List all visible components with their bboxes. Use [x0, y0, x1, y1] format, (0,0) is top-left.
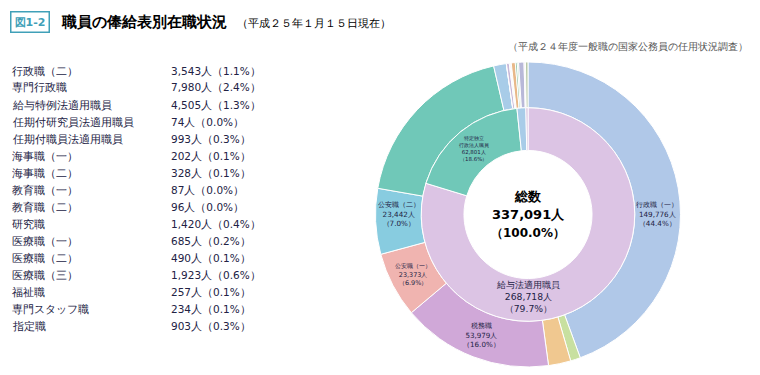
svg-text:7,980人（2.4%）: 7,980人（2.4%） [171, 81, 261, 93]
svg-text:3,543人（1.1%）: 3,543人（1.1%） [171, 65, 261, 77]
svg-text:993人（0.3%）: 993人（0.3%） [171, 133, 251, 145]
svg-text:行政職（一）149,776人（44.4%）: 行政職（一）149,776人（44.4%） [636, 200, 678, 228]
svg-text:専門スタッフ職: 専門スタッフ職 [12, 303, 89, 315]
svg-text:医療職（三）: 医療職（三） [12, 269, 78, 281]
svg-text:海事職（二）: 海事職（二） [12, 167, 78, 179]
svg-text:医療職（一）: 医療職（一） [12, 235, 78, 247]
svg-text:4,505人（1.3%）: 4,505人（1.3%） [171, 99, 261, 111]
svg-text:公安職（二）23,442人（7.0%）: 公安職（二）23,442人（7.0%） [378, 200, 420, 228]
svg-text:337,091人: 337,091人 [492, 207, 565, 222]
svg-text:234人（0.1%）: 234人（0.1%） [171, 303, 251, 315]
svg-text:328人（0.1%）: 328人（0.1%） [171, 167, 251, 179]
svg-text:685人（0.2%）: 685人（0.2%） [171, 235, 251, 247]
svg-text:図1-2: 図1-2 [15, 16, 46, 29]
svg-text:（100.0%）: （100.0%） [491, 226, 565, 240]
svg-text:1,420人（0.4%）: 1,420人（0.4%） [171, 218, 261, 230]
svg-text:指定職: 指定職 [12, 320, 46, 332]
svg-text:任期付職員法適用職員: 任期付職員法適用職員 [12, 133, 123, 145]
svg-text:税務職53,979人（16.0%）: 税務職53,979人（16.0%） [463, 321, 500, 349]
svg-text:給与法適用職員268,718人（79.7%）: 給与法適用職員268,718人（79.7%） [496, 279, 560, 314]
svg-text:医療職（二）: 医療職（二） [12, 252, 78, 264]
svg-text:257人（0.1%）: 257人（0.1%） [171, 286, 251, 298]
svg-text:903人（0.3%）: 903人（0.3%） [171, 320, 251, 332]
svg-text:教育職（二）: 教育職（二） [12, 201, 78, 213]
svg-text:87人（0.0%）: 87人（0.0%） [171, 184, 244, 196]
svg-text:490人（0.1%）: 490人（0.1%） [171, 252, 251, 264]
svg-text:公安職（一）23,373人（6.9%）: 公安職（一）23,373人（6.9%） [395, 262, 431, 287]
svg-text:海事職（一）: 海事職（一） [12, 150, 78, 162]
svg-text:（平成２４年度一般職の国家公務員の任用状況調査）: （平成２４年度一般職の国家公務員の任用状況調査） [508, 41, 748, 52]
svg-text:給与特例法適用職員: 給与特例法適用職員 [12, 99, 112, 111]
svg-text:202人（0.1%）: 202人（0.1%） [171, 150, 251, 162]
svg-text:研究職: 研究職 [12, 218, 45, 230]
svg-text:96人（0.0%）: 96人（0.0%） [171, 201, 244, 213]
svg-text:教育職（一）: 教育職（一） [12, 184, 78, 196]
svg-text:職員の俸給表別在職状況 （平成２５年１月１５日現在）: 職員の俸給表別在職状況 （平成２５年１月１５日現在） [61, 13, 391, 31]
svg-text:総数: 総数 [514, 189, 542, 204]
svg-text:任期付研究員法適用職員: 任期付研究員法適用職員 [12, 116, 134, 128]
svg-text:74人（0.0%）: 74人（0.0%） [171, 116, 244, 128]
svg-text:行政職（二）: 行政職（二） [12, 65, 78, 77]
svg-text:福祉職: 福祉職 [12, 286, 45, 298]
svg-text:特定独立行政法人職員62,801人（18.6%）: 特定独立行政法人職員62,801人（18.6%） [459, 135, 489, 162]
svg-text:1,923人（0.6%）: 1,923人（0.6%） [171, 269, 261, 281]
svg-text:専門行政職: 専門行政職 [12, 81, 67, 93]
